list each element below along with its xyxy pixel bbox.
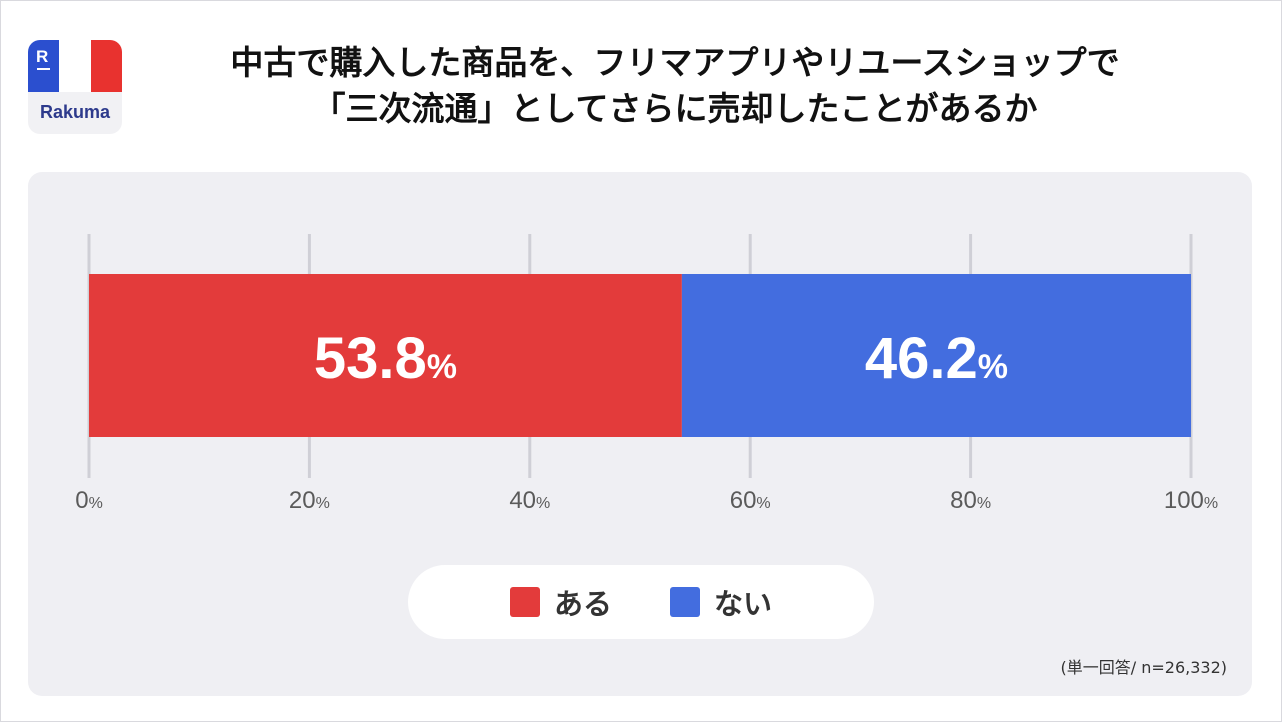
- logo-mark: R: [36, 46, 56, 70]
- tick-label-0: 0%: [75, 487, 103, 514]
- rakuma-logo: R Rakuma: [28, 40, 122, 134]
- tick-label-40: 40%: [509, 487, 550, 514]
- legend-label-yes: ある: [553, 587, 612, 621]
- legend-item-yes: ある: [509, 581, 612, 623]
- tick-label-80: 80%: [950, 487, 991, 514]
- flag-icon: [28, 40, 122, 92]
- legend-item-no: ない: [670, 581, 772, 623]
- logo-brand-text: Rakuma: [39, 102, 111, 122]
- chart-title: 中古で購入した商品を、フリマアプリやリユースショップで 「三次流通」としてさらに…: [140, 40, 1210, 132]
- bar-segment-1: [681, 274, 1191, 437]
- tick-label-100: 100%: [1164, 487, 1218, 514]
- tick-label-60: 60%: [730, 487, 771, 514]
- bar-segment-0: [89, 274, 682, 437]
- title-line-2: 「三次流通」としてさらに売却したことがあるか: [312, 89, 1038, 128]
- tick-label-20: 20%: [289, 487, 330, 514]
- data-label-0: 53.8%: [314, 326, 457, 391]
- legend-swatch-no: [670, 587, 700, 617]
- data-label-1: 46.2%: [865, 326, 1008, 391]
- sample-note: (単一回答/ n=26,332): [1060, 658, 1228, 677]
- title-line-1: 中古で購入した商品を、フリマアプリやリユースショップで: [230, 43, 1120, 82]
- legend-label-no: ない: [714, 587, 773, 621]
- legend: ある ない: [408, 565, 874, 639]
- legend-swatch-yes: [509, 587, 540, 617]
